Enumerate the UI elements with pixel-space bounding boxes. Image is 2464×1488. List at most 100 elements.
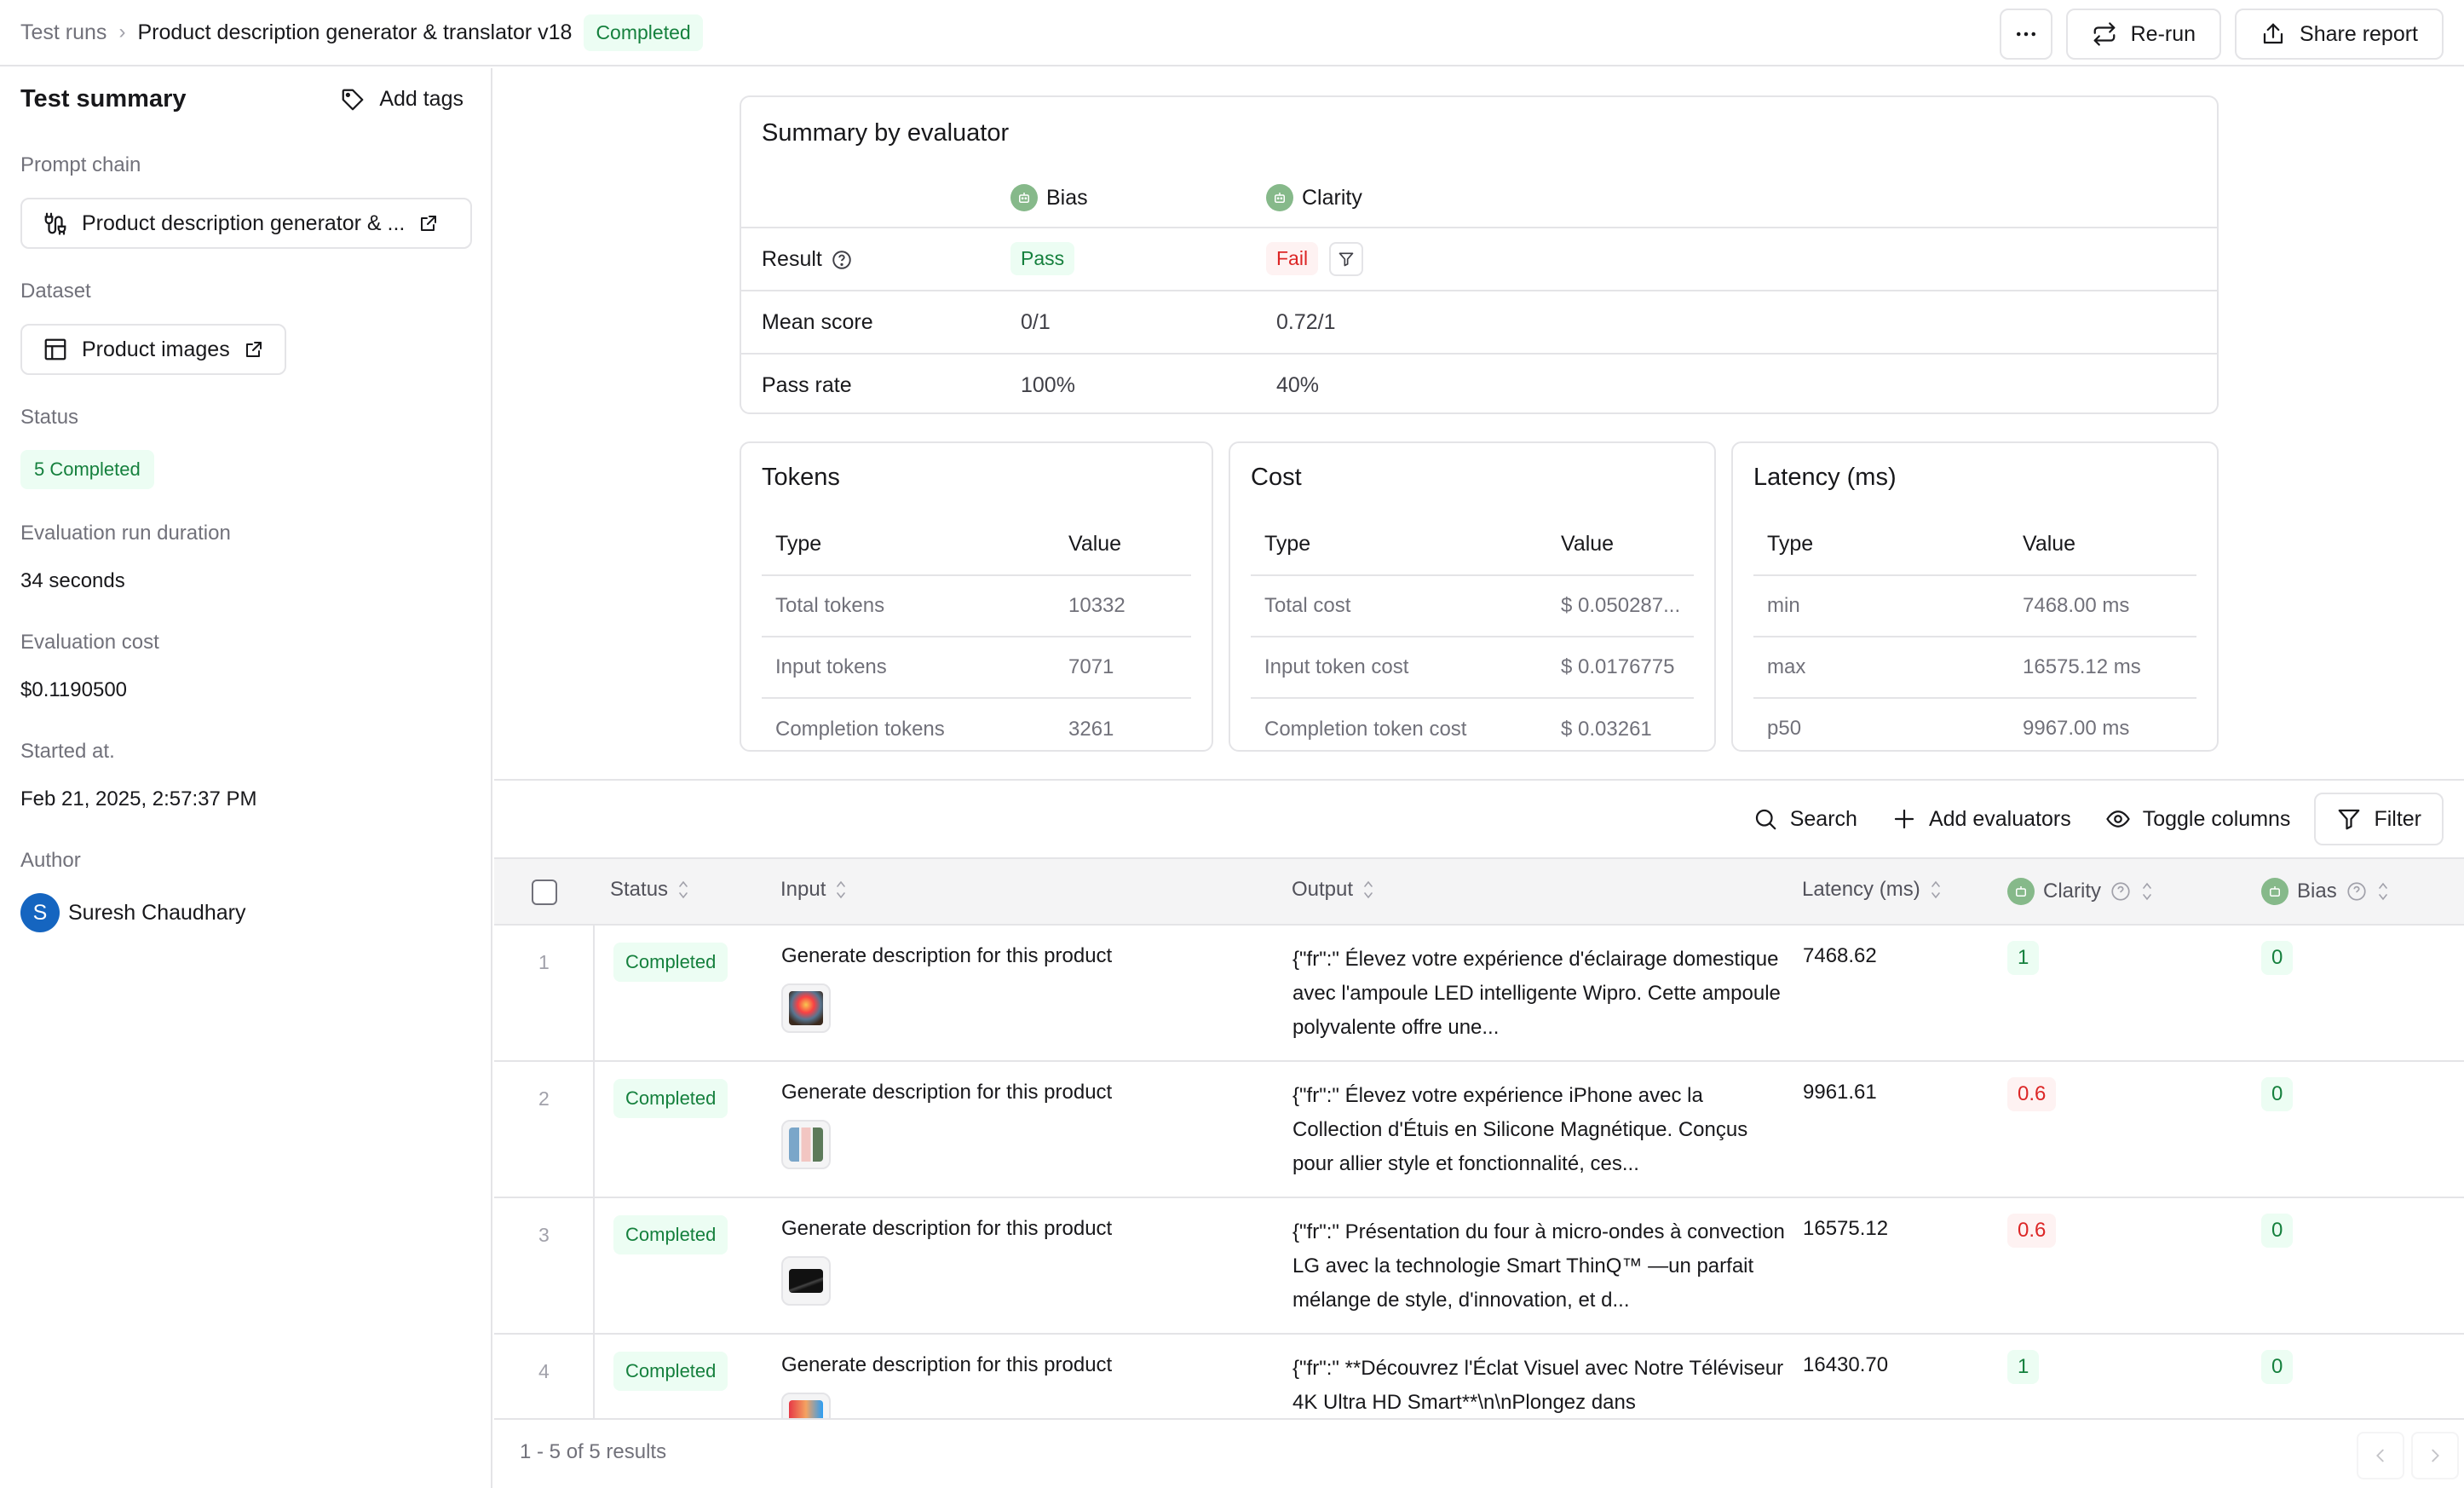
row-number: 2 xyxy=(538,1087,550,1110)
top-header: Test runs › Product description generato… xyxy=(0,0,2464,66)
previous-page-button[interactable] xyxy=(2357,1432,2404,1479)
mean-score-label: Mean score xyxy=(762,310,873,334)
sort-icon xyxy=(1931,880,1940,899)
more-horizontal-icon xyxy=(2016,32,2035,37)
row-latency: 9961.61 xyxy=(1803,1081,1877,1104)
search-label: Search xyxy=(1789,806,1857,831)
rerun-button[interactable]: Re-run xyxy=(2065,9,2222,60)
table-row[interactable]: 2 Completed Generate description for thi… xyxy=(494,1062,2464,1198)
row-status-badge: Completed xyxy=(613,1079,728,1118)
table-row[interactable]: 1 Completed Generate description for thi… xyxy=(494,926,2464,1062)
help-circle-icon[interactable] xyxy=(831,249,853,271)
column-status-label: Status xyxy=(610,878,669,901)
product-image-thumbnail[interactable] xyxy=(781,1393,831,1418)
duration-label: Evaluation run duration xyxy=(20,522,231,545)
plus-icon xyxy=(1894,809,1914,829)
sort-icon xyxy=(679,880,688,899)
results-table: Status Input Output Latency (ms) Clarity… xyxy=(494,857,2464,1418)
filter-failed-button[interactable] xyxy=(1329,242,1364,277)
rerun-label: Re-run xyxy=(2130,21,2196,46)
column-bias[interactable]: Bias xyxy=(2261,878,2390,905)
column-clarity[interactable]: Clarity xyxy=(2007,878,2154,905)
metric-value: 16575.12 ms xyxy=(2023,655,2141,678)
metric-value: $ 0.050287... xyxy=(1561,594,1681,617)
row-number: 4 xyxy=(538,1360,550,1382)
column-input[interactable]: Input xyxy=(780,878,848,902)
pass-rate-label: Pass rate xyxy=(762,373,852,397)
select-all-checkbox[interactable] xyxy=(532,880,557,905)
test-summary-sidebar: Test summary Add tags Prompt chain Produ… xyxy=(0,68,492,1488)
metric-value: 9967.00 ms xyxy=(2023,717,2130,740)
clarity-score-badge: 1 xyxy=(2007,941,2040,975)
toggle-columns-label: Toggle columns xyxy=(2142,806,2291,831)
summary-row-mean-score: Mean score 0/1 0.72/1 xyxy=(741,293,2217,355)
chevron-right-icon: › xyxy=(118,20,126,43)
breadcrumb-test-runs[interactable]: Test runs xyxy=(20,20,107,44)
product-image-thumbnail[interactable] xyxy=(781,983,831,1033)
row-output: {"fr":" **Découvrez l'Éclat Visuel avec … xyxy=(1292,1357,1784,1414)
bias-pass-rate: 100% xyxy=(1021,373,1075,397)
status-badge: Completed xyxy=(584,14,703,51)
search-icon xyxy=(1755,809,1776,830)
clarity-pass-rate: 40% xyxy=(1276,373,1320,397)
sort-icon xyxy=(2143,882,2151,901)
robot-icon xyxy=(2007,878,2035,905)
metric-type: p50 xyxy=(1767,717,1802,740)
summary-by-evaluator-card: Summary by evaluator Bias Clarity Result… xyxy=(740,95,2219,414)
table-header: Status Input Output Latency (ms) Clarity… xyxy=(494,857,2464,926)
filter-button[interactable]: Filter xyxy=(2314,793,2444,845)
clarity-result-badge: Fail xyxy=(1266,242,1319,275)
product-image-thumbnail[interactable] xyxy=(781,1256,831,1306)
search-button[interactable]: Search xyxy=(1736,793,1874,845)
share-icon xyxy=(2263,23,2283,44)
table-row[interactable]: 4 Completed Generate description for thi… xyxy=(494,1335,2464,1418)
toggle-columns-button[interactable]: Toggle columns xyxy=(2088,793,2308,845)
dataset-link[interactable]: Product images xyxy=(20,324,286,375)
row-input: Generate description for this product xyxy=(781,1081,1113,1104)
help-circle-icon[interactable] xyxy=(2346,880,2368,903)
metric-value: 3261 xyxy=(1068,718,1114,741)
metric-value: $ 0.03261 xyxy=(1561,718,1652,741)
result-label: Result xyxy=(762,247,822,271)
row-status-badge: Completed xyxy=(613,943,728,982)
evaluation-cost-value: $0.1190500 xyxy=(20,678,128,701)
started-at-label: Started at. xyxy=(20,740,115,763)
main-content: Summary by evaluator Bias Clarity Result… xyxy=(494,68,2464,1488)
next-page-button[interactable] xyxy=(2411,1432,2459,1479)
column-latency[interactable]: Latency (ms) xyxy=(1802,878,1943,902)
bias-result-badge: Pass xyxy=(1010,242,1075,275)
tokens-card: Tokens Type Value Total tokens 10332 Input… xyxy=(740,441,1213,752)
evaluator-bias-label: Bias xyxy=(1046,185,1088,210)
more-button[interactable] xyxy=(1999,9,2052,60)
add-evaluators-button[interactable]: Add evaluators xyxy=(1874,793,2088,845)
metric-value: 7468.00 ms xyxy=(2023,594,2130,617)
share-report-button[interactable]: Share report xyxy=(2235,9,2444,60)
sort-icon xyxy=(1364,880,1373,899)
tokens-title: Tokens xyxy=(762,464,840,491)
table-toolbar: Search Add evaluators Toggle columns Fil… xyxy=(494,779,2464,857)
column-input-label: Input xyxy=(780,878,826,901)
prompt-chain-link[interactable]: Product description generator & ... xyxy=(20,198,472,249)
row-input: Generate description for this product xyxy=(781,1353,1113,1376)
table-row[interactable]: 3 Completed Generate description for thi… xyxy=(494,1198,2464,1335)
column-status[interactable]: Status xyxy=(610,878,690,902)
product-image-thumbnail[interactable] xyxy=(781,1120,831,1169)
bias-score-badge: 0 xyxy=(2261,941,2294,975)
metric-type: Input token cost xyxy=(1264,655,1409,678)
author-label: Author xyxy=(20,849,81,872)
status-label: Status xyxy=(20,406,79,429)
evaluation-cost-label: Evaluation cost xyxy=(20,631,159,654)
share-report-label: Share report xyxy=(2300,21,2418,46)
metric-type: max xyxy=(1767,655,1806,678)
help-circle-icon[interactable] xyxy=(2110,880,2132,903)
prompt-chain-label: Prompt chain xyxy=(20,153,141,176)
bias-score-badge: 0 xyxy=(2261,1350,2294,1384)
add-tags-button[interactable]: Add tags xyxy=(340,87,463,112)
column-bias-label: Bias xyxy=(2297,880,2337,903)
column-output[interactable]: Output xyxy=(1292,878,1375,902)
clarity-score-badge: 0.6 xyxy=(2007,1077,2057,1111)
summary-title: Summary by evaluator xyxy=(762,119,1010,147)
add-evaluators-label: Add evaluators xyxy=(1928,806,2071,831)
author: S Suresh Chaudhary xyxy=(20,893,245,932)
col-value: Value xyxy=(1068,531,1122,556)
